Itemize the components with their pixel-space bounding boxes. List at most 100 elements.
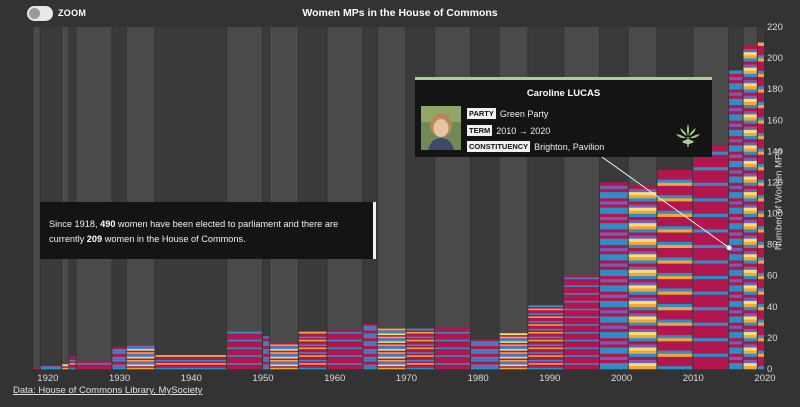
mp-line xyxy=(628,337,657,342)
mp-line xyxy=(693,260,729,264)
mp-line xyxy=(657,344,693,348)
party-label: PARTY xyxy=(467,108,496,119)
mp-line xyxy=(377,350,406,353)
mp-line xyxy=(377,336,406,339)
mp-line xyxy=(298,333,327,336)
mp-line xyxy=(564,295,600,298)
mp-line xyxy=(693,173,729,177)
mp-line xyxy=(528,364,564,367)
mp-line xyxy=(406,355,435,357)
mp-line xyxy=(693,179,729,183)
mp-line xyxy=(743,294,757,298)
mp-line xyxy=(693,362,729,367)
mp-line xyxy=(155,367,227,370)
mp-line xyxy=(657,269,693,273)
mp-line xyxy=(757,235,764,239)
mp-line xyxy=(126,353,155,356)
mp-line xyxy=(743,95,757,99)
zoom-toggle[interactable] xyxy=(27,6,53,21)
mp-line xyxy=(693,319,729,323)
mp-line xyxy=(757,216,764,221)
mp-line xyxy=(628,266,657,270)
mp-line xyxy=(628,344,657,348)
chart-title: Women MPs in the House of Commons xyxy=(302,7,498,19)
mp-line xyxy=(600,331,628,336)
mp-line xyxy=(743,76,757,81)
mp-line xyxy=(564,336,600,339)
mp-line xyxy=(600,232,628,236)
mp-line xyxy=(40,367,62,370)
mp-line xyxy=(743,216,757,221)
mp-line xyxy=(657,191,693,196)
mp-line xyxy=(743,48,757,53)
mp-line xyxy=(757,86,764,90)
mp-line xyxy=(743,126,757,130)
mp-line xyxy=(377,344,406,346)
mp-line xyxy=(528,306,564,309)
mp-line xyxy=(363,323,377,326)
mp-line xyxy=(743,285,757,289)
mp-line xyxy=(657,362,693,367)
mp-line xyxy=(693,160,729,165)
summary-text-2: women have been elected to parliament an… xyxy=(49,219,339,244)
mp-line xyxy=(564,289,600,292)
mp-line xyxy=(435,351,470,354)
mp-line xyxy=(470,350,499,353)
mp-line xyxy=(757,322,764,326)
mp-line xyxy=(729,73,743,78)
mp-line xyxy=(499,336,528,339)
mp-line xyxy=(227,365,262,368)
mp-line xyxy=(528,367,564,370)
mp-line xyxy=(564,309,600,312)
mp-line xyxy=(743,341,757,345)
mp-line xyxy=(657,253,693,258)
mp-line xyxy=(628,300,657,305)
mp-line xyxy=(564,330,600,332)
mp-line xyxy=(693,322,729,326)
mp-line xyxy=(155,362,227,365)
mp-line xyxy=(528,358,564,360)
x-tick-label: 1930 xyxy=(109,373,130,384)
mp-line xyxy=(600,225,628,230)
mp-line xyxy=(757,238,764,242)
mp-line xyxy=(729,142,743,146)
parliament-band xyxy=(126,27,155,369)
mp-line xyxy=(657,232,693,236)
mp-line xyxy=(693,272,729,277)
mp-line xyxy=(757,145,764,149)
mp-line xyxy=(470,345,499,348)
mp-line xyxy=(729,145,743,149)
mp-line xyxy=(499,367,528,370)
mp-line xyxy=(743,344,757,348)
mp-line xyxy=(406,364,435,367)
mp-line xyxy=(693,365,729,370)
mp-line xyxy=(743,176,757,180)
mp-line xyxy=(628,235,657,239)
mp-line xyxy=(112,365,126,368)
mp-line xyxy=(743,58,757,62)
mp-line xyxy=(657,188,693,193)
mp-line xyxy=(600,316,628,320)
mp-line xyxy=(743,247,757,252)
mp-line xyxy=(757,54,764,59)
mp-line xyxy=(657,353,693,357)
mp-line xyxy=(263,348,270,351)
mp-line xyxy=(757,188,764,193)
mp-line xyxy=(528,337,564,340)
mp-line xyxy=(377,365,406,368)
mp-line xyxy=(363,330,377,332)
mp-line xyxy=(564,275,600,278)
mp-line xyxy=(435,339,470,342)
mp-line xyxy=(435,328,470,331)
mp-line xyxy=(757,98,764,102)
data-source-link[interactable]: Data: House of Commons Library, MySociet… xyxy=(13,385,203,396)
mp-line xyxy=(628,359,657,364)
mp-line xyxy=(564,334,600,337)
y-axis: 0 20 40 60 80 100 120 140 160 180 200 220 xyxy=(767,22,783,375)
mp-line xyxy=(757,101,764,106)
mp-line xyxy=(600,257,628,261)
mp-line xyxy=(600,291,628,295)
mp-line xyxy=(600,253,628,258)
mp-line xyxy=(327,331,363,334)
